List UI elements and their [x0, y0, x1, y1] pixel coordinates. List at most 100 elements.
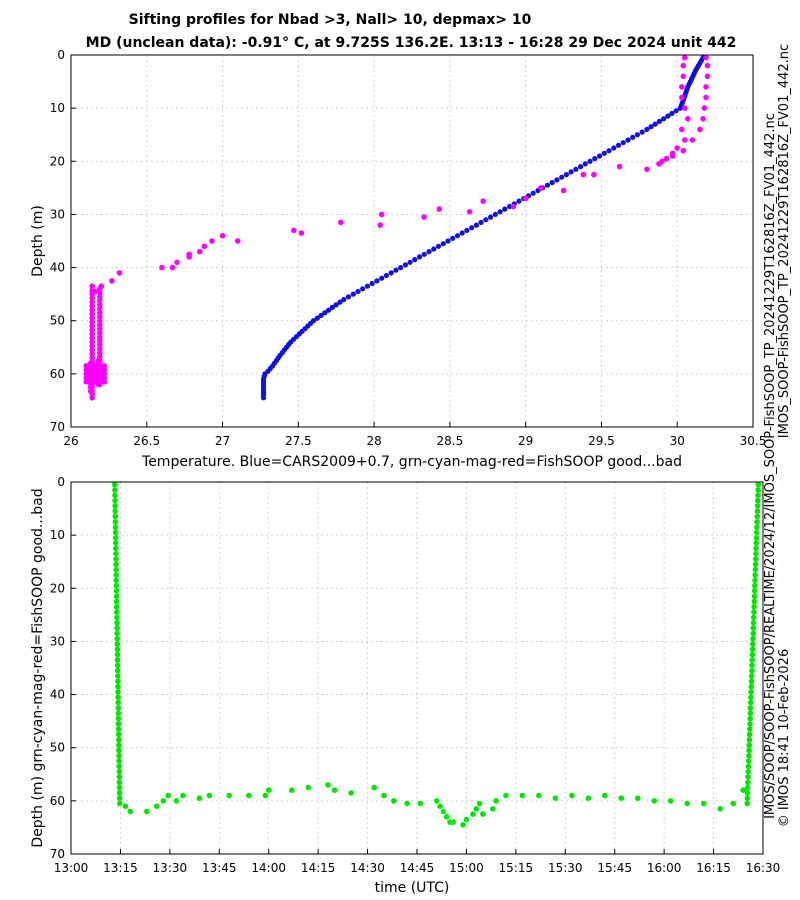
track-point [747, 721, 753, 727]
track-point [490, 806, 496, 812]
x-tick-label: 29.5 [588, 434, 615, 448]
track-point [754, 524, 760, 530]
track-point [753, 556, 759, 562]
model-profile-point [625, 137, 631, 143]
model-profile-point [597, 153, 603, 159]
model-profile-point [611, 145, 617, 151]
x-tick-label: 16:30 [746, 861, 781, 875]
measurement-point [685, 116, 691, 122]
track-point [112, 540, 119, 546]
measurement-point [97, 375, 103, 381]
track-point [754, 519, 760, 525]
track-point [116, 768, 123, 775]
measurement-point [89, 347, 95, 353]
measurement-point [680, 73, 687, 80]
source-filename: IMOS_SOOP-FishSOOP_TP_20241229T162816Z_F… [777, 44, 792, 438]
model-profile-point [379, 275, 385, 281]
track-point [112, 497, 118, 504]
measurement-point [89, 291, 95, 297]
track-point [116, 736, 122, 743]
track-point [434, 798, 440, 804]
model-profile-point [483, 217, 489, 223]
x-tick-label: 26 [63, 434, 78, 448]
track-point [745, 758, 752, 764]
track-point [751, 609, 757, 615]
model-profile-point [314, 315, 320, 321]
track-point [113, 561, 119, 568]
model-profile-point [620, 140, 626, 146]
y-tick-label: 10 [50, 528, 65, 542]
track-point [651, 798, 658, 804]
track-point [113, 593, 120, 600]
model-profile-point [322, 310, 328, 316]
chart-subtitle: MD (unclean data): -0.91° C, at 9.725S 1… [86, 35, 737, 51]
x-tick-label: 16:00 [647, 861, 682, 875]
track-point [246, 792, 252, 799]
measurement-point [83, 379, 89, 385]
x-tick-label: 15:15 [499, 861, 534, 875]
x-tick-label: 28 [366, 434, 381, 448]
track-point [450, 819, 457, 825]
track-point [753, 545, 759, 552]
x-tick-label: 29 [518, 434, 533, 448]
measurement-point [219, 232, 226, 239]
track-point [116, 742, 122, 748]
measurement-point [700, 116, 706, 122]
model-profile-point [516, 198, 522, 204]
model-profile-point [677, 105, 683, 111]
track-point [115, 715, 122, 722]
measurement-point [97, 325, 103, 332]
measurement-point [92, 375, 98, 381]
track-point [115, 683, 121, 690]
measurement-point [89, 303, 95, 309]
measurement-point [97, 367, 103, 373]
measurement-point [83, 367, 89, 373]
measurement-point [298, 230, 305, 236]
track-point [754, 503, 761, 509]
measurement-point [169, 264, 176, 271]
track-point [112, 524, 119, 530]
x-tick-label: 26.5 [133, 434, 160, 448]
measurement-point [87, 388, 94, 394]
track-point [391, 798, 397, 804]
measurement-point [201, 243, 208, 250]
track-point [748, 689, 754, 695]
y-tick-label: 10 [50, 101, 65, 115]
model-profile-point [426, 249, 432, 255]
measurement-point [680, 147, 687, 154]
measurement-point [682, 137, 688, 143]
measurement-point [682, 54, 688, 61]
track-point [585, 795, 592, 801]
measurement-point [97, 321, 103, 328]
measurement-point [377, 222, 384, 228]
model-profile-point [478, 219, 484, 225]
measurement-point [510, 203, 517, 210]
measurement-point [83, 371, 89, 377]
track-point [750, 620, 757, 626]
y-tick-label: 70 [50, 847, 65, 861]
measurement-point [89, 299, 95, 305]
x-tick-label: 14:00 [251, 861, 286, 875]
measurement-point [83, 375, 89, 381]
model-profile-point [554, 177, 560, 183]
measurement-point [97, 309, 103, 316]
measurement-point [209, 238, 215, 244]
track-point [749, 646, 756, 653]
measurement-point [704, 62, 711, 69]
x-tick-label: 13:30 [153, 861, 188, 875]
measurement-point [186, 254, 192, 260]
measurement-point [703, 54, 709, 61]
measurement-point [234, 238, 241, 244]
track-point [748, 673, 755, 679]
track-point [165, 792, 171, 799]
measurement-point [97, 302, 103, 308]
track-point [114, 630, 120, 637]
measurement-point [89, 355, 95, 361]
track-point [503, 792, 509, 799]
x-tick-label: 30 [670, 434, 685, 448]
track-point [750, 636, 756, 642]
measurement-point [174, 259, 180, 266]
track-point [749, 667, 755, 674]
track-point [744, 795, 751, 801]
track-point [750, 641, 756, 647]
